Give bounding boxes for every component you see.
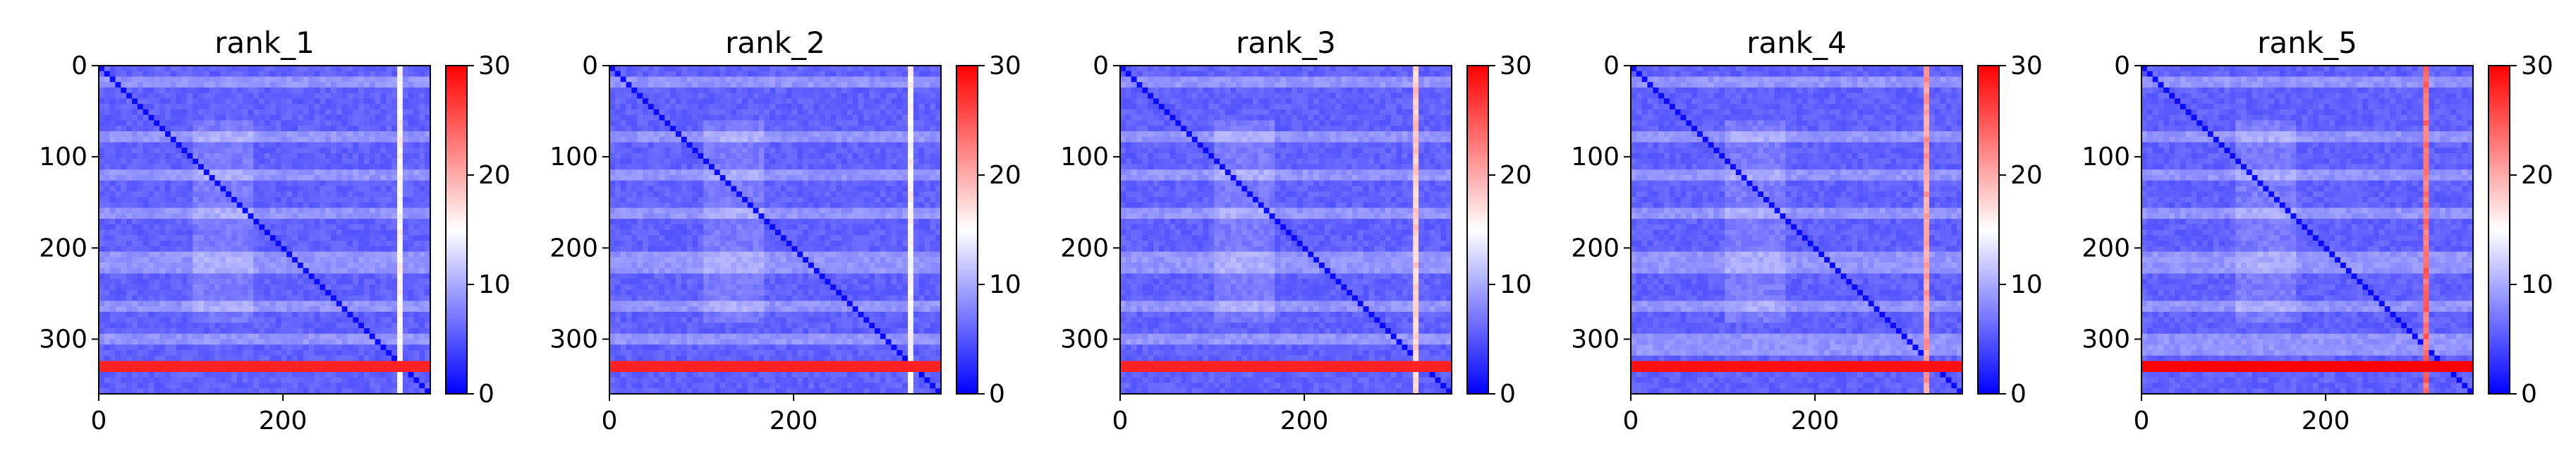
x-tick-label: 0 [1112, 407, 1129, 435]
y-tick-label: 300 [1060, 325, 1109, 354]
colorbar-tick-label: 20 [989, 161, 1021, 190]
colorbar-tick-label: 10 [478, 270, 511, 299]
x-tick-label: 0 [91, 407, 107, 435]
colorbar-tick-label: 10 [2521, 270, 2553, 299]
colorbar-tick-label: 20 [2010, 161, 2043, 190]
heatmap-frame [1630, 65, 1963, 395]
colorbar-tick-label: 0 [1500, 380, 1516, 409]
colorbar-tick-label: 10 [2010, 270, 2043, 299]
y-tick-label: 0 [1093, 52, 1109, 80]
panel-5: rank_5 0 100 200 300 0 200 0 10 20 30 [2082, 25, 2553, 435]
colorbar-tick-label: 30 [2521, 52, 2553, 80]
colorbar [2488, 65, 2510, 395]
x-tick-label: 200 [2302, 407, 2350, 435]
y-tick-label: 100 [39, 143, 87, 172]
chart-title: rank_1 [214, 25, 315, 60]
colorbar-tick-label: 0 [2010, 380, 2027, 409]
colorbar-tick-label: 20 [1500, 161, 1532, 190]
y-tick-label: 200 [39, 234, 87, 263]
colorbar [1977, 65, 2000, 395]
colorbar [1466, 65, 1489, 395]
heatmap-cells [609, 66, 942, 395]
y-tick-label: 0 [71, 52, 87, 80]
panel-1: rank_1 0 100 200 300 0 200 0 10 20 30 [39, 25, 511, 435]
heatmap-frame [2141, 65, 2474, 395]
x-tick-label: 200 [259, 407, 308, 435]
heatmap-frame [98, 65, 431, 395]
y-tick-label: 0 [2114, 52, 2130, 80]
x-tick-label: 0 [1623, 407, 1639, 435]
colorbar-tick-label: 20 [2521, 161, 2553, 190]
y-tick-label: 100 [2082, 143, 2130, 172]
y-tick-label: 300 [39, 325, 87, 354]
colorbar-tick-label: 30 [478, 52, 511, 80]
y-tick-label: 0 [1603, 52, 1620, 80]
colorbar-tick-label: 10 [989, 270, 1021, 299]
chart-title: rank_5 [2257, 25, 2357, 60]
panel-3: rank_3 0 100 200 300 0 200 0 10 20 30 [1060, 25, 1532, 435]
colorbar-tick-label: 30 [989, 52, 1021, 80]
y-tick-label: 200 [2082, 234, 2130, 263]
colorbar-tick-label: 30 [1500, 52, 1532, 80]
x-tick-label: 0 [602, 407, 618, 435]
heatmap-frame [609, 65, 942, 395]
colorbar [445, 65, 468, 395]
y-tick-label: 0 [582, 52, 598, 80]
colorbar-tick-label: 0 [989, 380, 1005, 409]
y-tick-label: 200 [1571, 234, 1620, 263]
colorbar-tick-label: 30 [2010, 52, 2043, 80]
x-tick-label: 0 [2134, 407, 2150, 435]
colorbar [956, 65, 978, 395]
colorbar-tick-label: 0 [478, 380, 494, 409]
chart-title: rank_3 [1236, 25, 1336, 60]
y-tick-label: 200 [549, 234, 598, 263]
heatmap-cells [1631, 66, 1963, 395]
chart-title: rank_2 [725, 25, 825, 60]
y-tick-label: 100 [1571, 143, 1620, 172]
colorbar-tick-label: 10 [1500, 270, 1532, 299]
heatmap-frame [1119, 65, 1452, 395]
x-tick-label: 200 [1791, 407, 1840, 435]
x-tick-label: 200 [770, 407, 818, 435]
y-tick-label: 100 [1060, 143, 1109, 172]
panel-4: rank_4 0 100 200 300 0 200 0 10 20 30 [1571, 25, 2043, 435]
chart-title: rank_4 [1746, 25, 1847, 60]
colorbar-tick-label: 0 [2521, 380, 2537, 409]
x-tick-label: 200 [1280, 407, 1329, 435]
heatmap-cells [99, 66, 431, 395]
y-tick-label: 100 [549, 143, 598, 172]
panel-2: rank_2 0 100 200 300 0 200 0 10 20 30 [549, 25, 1021, 435]
colorbar-tick-label: 20 [478, 161, 511, 190]
heatmap-cells [2141, 66, 2474, 395]
y-tick-label: 300 [2082, 325, 2130, 354]
y-tick-label: 300 [1571, 325, 1620, 354]
heatmap-cells [1120, 66, 1452, 395]
y-tick-label: 200 [1060, 234, 1109, 263]
y-tick-label: 300 [549, 325, 598, 354]
